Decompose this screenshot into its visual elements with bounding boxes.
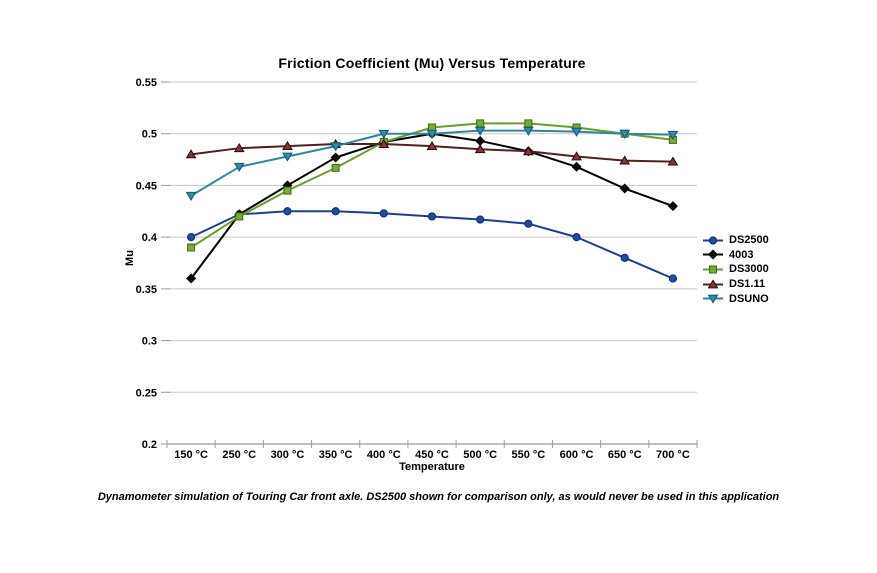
x-tick-label: 450 °C [415, 449, 449, 461]
series-marker [283, 207, 292, 216]
series-marker [282, 140, 293, 151]
y-tick-label: 0.2 [142, 439, 157, 451]
x-tick-label: 500 °C [463, 449, 497, 461]
series-marker [476, 119, 485, 128]
y-tick-label: 0.45 [136, 180, 157, 192]
series-marker [522, 126, 534, 136]
legend-marker [707, 249, 719, 260]
x-tick-label: 300 °C [271, 449, 305, 461]
series-marker [233, 143, 245, 153]
square-icon [703, 265, 723, 274]
series-marker [187, 243, 196, 252]
x-tick-label: 550 °C [511, 449, 545, 461]
series-marker [426, 129, 438, 139]
series-line-ds2500 [190, 210, 674, 280]
legend-marker [708, 236, 718, 245]
y-tick-label: 0.55 [136, 77, 157, 89]
x-tick-label: 600 °C [560, 449, 594, 461]
series-marker [474, 126, 486, 136]
x-tick-label: 700 °C [656, 449, 690, 461]
series-marker [282, 152, 293, 162]
series-marker [522, 146, 534, 156]
series-marker [186, 273, 197, 284]
series-marker [476, 215, 485, 224]
series-marker [667, 201, 678, 212]
series-marker [379, 209, 388, 218]
series-marker [330, 142, 342, 152]
x-tick-label: 350 °C [319, 449, 353, 461]
legend-label: DSUNO [729, 292, 769, 305]
series-marker [571, 127, 582, 137]
legend-item-ds3000: DS3000 [702, 262, 769, 277]
legend-label: 4003 [729, 248, 754, 261]
legend-item-ds2500: DS2500 [702, 233, 769, 248]
series-marker [524, 119, 533, 128]
series-marker [330, 152, 341, 163]
series-marker [619, 155, 631, 165]
y-tick-label: 0.25 [136, 387, 157, 399]
chart-caption: Dynamometer simulation of Touring Car fr… [97, 491, 780, 503]
series-marker [185, 149, 197, 159]
series-marker [620, 253, 629, 262]
y-axis-title: Mu [124, 250, 136, 266]
series-marker [331, 163, 340, 172]
series-marker [235, 212, 244, 221]
y-tick-label: 0.4 [142, 232, 158, 244]
series-marker [524, 219, 533, 228]
series-line-dsuno [190, 129, 673, 197]
chart-title: Friction Coefficient (Mu) Versus Tempera… [278, 55, 586, 71]
legend-marker [707, 294, 719, 304]
legend-marker [707, 278, 719, 288]
triangle-down-icon [703, 294, 723, 304]
series-marker [426, 140, 438, 151]
series-marker [378, 138, 390, 148]
series-marker [186, 233, 196, 242]
x-tick-label: 400 °C [367, 449, 401, 461]
series-marker [667, 156, 679, 166]
series-marker [283, 186, 292, 195]
series-marker [571, 151, 582, 161]
series-marker [667, 130, 679, 140]
legend-label: DS3000 [729, 263, 769, 276]
series-marker [475, 135, 486, 146]
diamond-icon [703, 249, 723, 260]
y-tick-label: 0.3 [142, 336, 157, 348]
x-tick-label: 650 °C [608, 449, 642, 461]
series-marker [668, 274, 678, 283]
legend-item-dsuno: DSUNO [702, 291, 769, 306]
legend-label: DS1.11 [729, 278, 766, 291]
y-tick-label: 0.35 [136, 284, 157, 296]
series-marker [619, 129, 631, 139]
series-marker [474, 144, 486, 154]
series-marker [233, 162, 245, 172]
series-marker [331, 207, 340, 216]
series-marker [185, 191, 197, 201]
triangle-up-icon [703, 278, 723, 288]
series-marker [571, 161, 582, 172]
series-line-4003 [190, 132, 674, 280]
legend-label: DS2500 [729, 234, 769, 247]
legend: DS2500 4003 DS3000 DS1.11 DSUNO [702, 233, 769, 306]
series-marker [378, 129, 390, 139]
series-marker [572, 233, 581, 242]
x-tick-label: 250 °C [222, 449, 256, 461]
y-tick-label: 0.5 [142, 129, 157, 141]
series-marker [619, 183, 630, 194]
legend-marker [709, 265, 717, 274]
x-tick-label: 150 °C [174, 449, 208, 461]
x-axis-title: Temperature [399, 461, 465, 473]
circle-icon [703, 236, 723, 245]
series-marker [427, 212, 437, 221]
legend-item-4003: 4003 [702, 248, 769, 263]
legend-item-ds1.11: DS1.11 [702, 277, 769, 292]
